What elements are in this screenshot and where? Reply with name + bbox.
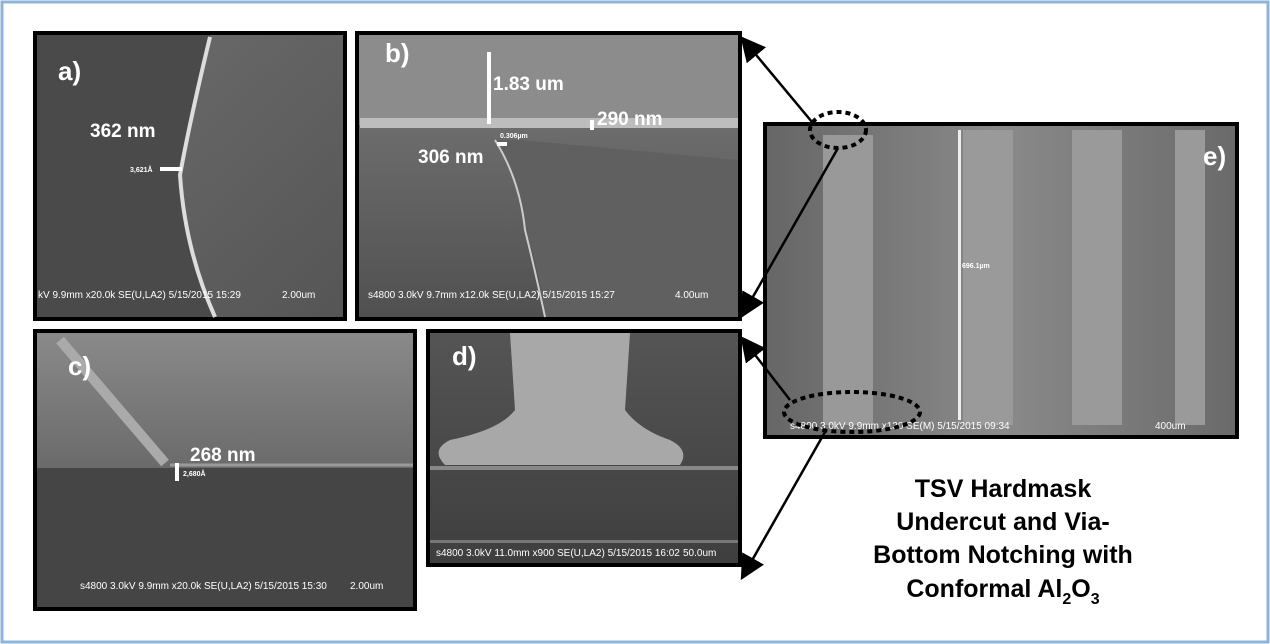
panel-d: d) s4800 3.0kV 11.0mm x900 SE(U,LA2) 5/1…: [428, 331, 740, 565]
caption-line: Undercut and Via-: [896, 508, 1109, 536]
panel-label: e): [1203, 141, 1226, 171]
caption-text: Conformal Al: [906, 575, 1062, 603]
panel-label: b): [385, 38, 410, 68]
measurement: 306 nm: [418, 147, 483, 168]
marker: 0.306µm: [500, 133, 528, 140]
info-bar: s4800 3.0kV 11.0mm x900 SE(U,LA2) 5/15/2…: [436, 548, 680, 559]
panel-a: a) 362 nm 3,621Å kV 9.9mm x20.0k SE(U,LA…: [35, 33, 345, 319]
panel-label: d): [452, 341, 477, 371]
scale-bar: 50.0um: [683, 548, 716, 559]
measurement: 362 nm: [90, 121, 155, 142]
caption-text: O: [1071, 575, 1090, 603]
subscript: 2: [1062, 591, 1071, 608]
panel-label: c): [68, 351, 91, 381]
measurement: 1.83 um: [493, 74, 564, 95]
marker: 696.1µm: [962, 263, 990, 270]
marker: 2,680Å: [183, 469, 206, 478]
panel-e: e) 696.1µm s4800 3.0kV 9.9mm x130 SE(M) …: [765, 112, 1237, 437]
caption-line: Bottom Notching with: [873, 541, 1133, 569]
measurement: 290 nm: [597, 109, 662, 130]
figure: a) 362 nm 3,621Å kV 9.9mm x20.0k SE(U,LA…: [0, 0, 1270, 644]
subscript: 3: [1091, 591, 1100, 608]
info-bar: kV 9.9mm x20.0k SE(U,LA2) 5/15/2015 15:2…: [38, 290, 241, 301]
panel-c: c) 268 nm 2,680Å s4800 3.0kV 9.9mm x20.0…: [35, 331, 415, 609]
scale-bar: 2.00um: [282, 290, 315, 301]
measurement: 268 nm: [190, 445, 255, 466]
panel-b: b) 1.83 um 290 nm 0.306µm 306 nm s4800 3…: [357, 33, 740, 319]
scale-bar: 2.00um: [350, 581, 383, 592]
scale-bar: 4.00um: [675, 290, 708, 301]
marker: 3,621Å: [130, 165, 153, 174]
info-bar: s4800 3.0kV 9.7mm x12.0k SE(U,LA2) 5/15/…: [368, 290, 615, 301]
panel-label: a): [58, 56, 81, 86]
info-bar: s4800 3.0kV 9.9mm x20.0k SE(U,LA2) 5/15/…: [80, 581, 327, 592]
caption-line: TSV Hardmask: [915, 475, 1092, 503]
scale-bar: 400um: [1155, 421, 1186, 432]
